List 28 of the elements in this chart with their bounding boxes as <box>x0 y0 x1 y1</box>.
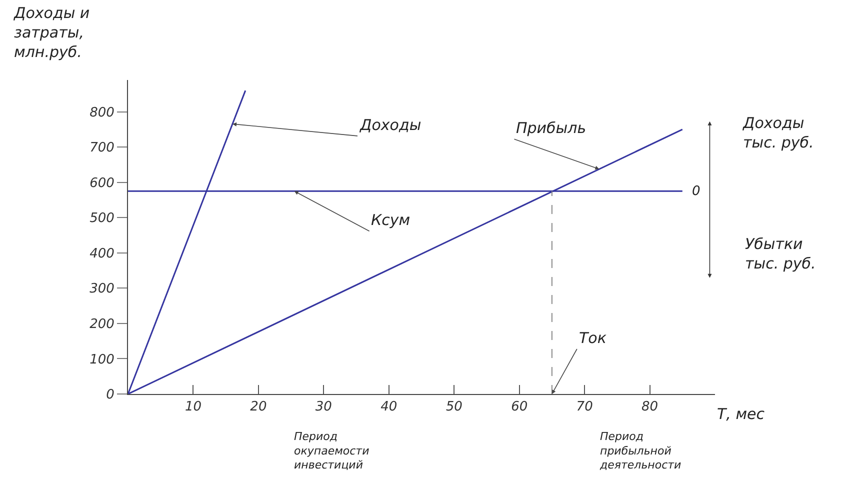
y-tick-label: 400 <box>90 246 114 262</box>
text: Доходы <box>359 116 422 134</box>
x-axis-title: Т, мес <box>717 405 766 423</box>
x-tick-label: 30 <box>315 400 332 415</box>
x-tick-label: 20 <box>250 400 267 415</box>
x-tick-label: 40 <box>380 400 398 415</box>
ref-line-label: Ток <box>579 329 606 347</box>
text: Период прибыльной деятельности <box>599 430 682 472</box>
text: Доходы тыс. руб. <box>742 114 814 152</box>
y-tick-label: 200 <box>90 316 114 332</box>
text: Убытки тыс. руб. <box>745 235 816 272</box>
x-tick-label: 50 <box>446 400 462 415</box>
x-tick-label: 80 <box>642 400 658 415</box>
y-tick-label: 0 <box>106 388 114 403</box>
x-tick-label: 60 <box>511 400 528 415</box>
y-tick-label: 500 <box>90 211 114 226</box>
series-label: Ксум <box>371 211 410 229</box>
y-tick-label: 600 <box>90 176 114 191</box>
y-tick-label: 700 <box>90 140 114 156</box>
text: Прибыль <box>516 119 586 137</box>
text: Период окупаемости инвестиций <box>294 430 370 472</box>
annotation: 0 <box>692 184 700 199</box>
x-tick-label: 70 <box>576 400 593 415</box>
x-tick-label: 10 <box>184 400 202 415</box>
y-tick-label: 800 <box>90 105 114 120</box>
y-axis-title: Доходы и затраты, млн.руб. <box>13 4 90 61</box>
y-tick-label: 300 <box>90 282 114 297</box>
y-tick-label: 100 <box>90 352 114 368</box>
